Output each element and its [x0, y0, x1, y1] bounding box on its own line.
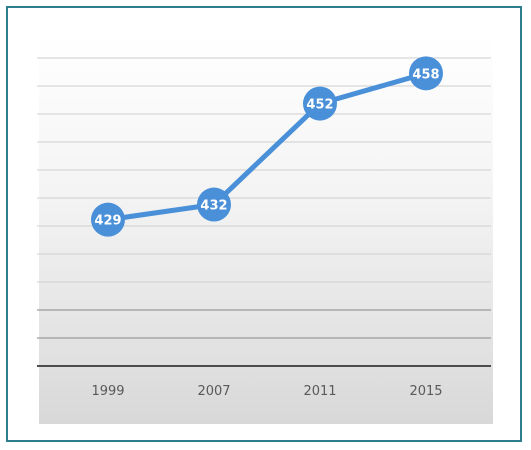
gridlines — [37, 58, 491, 338]
data-labels: 429 432 452 458 — [94, 67, 439, 228]
data-label-2011: 452 — [306, 98, 333, 113]
x-tick-label-2007: 2007 — [197, 384, 230, 399]
x-tick-label-1999: 1999 — [91, 384, 124, 399]
x-tick-label-2011: 2011 — [303, 384, 336, 399]
data-label-1999: 429 — [94, 214, 121, 229]
x-tick-label-2015: 2015 — [409, 384, 442, 399]
data-label-2007: 432 — [200, 199, 227, 214]
data-label-2015: 458 — [412, 67, 439, 82]
x-tick-labels: 1999 2007 2011 2015 — [91, 384, 442, 399]
